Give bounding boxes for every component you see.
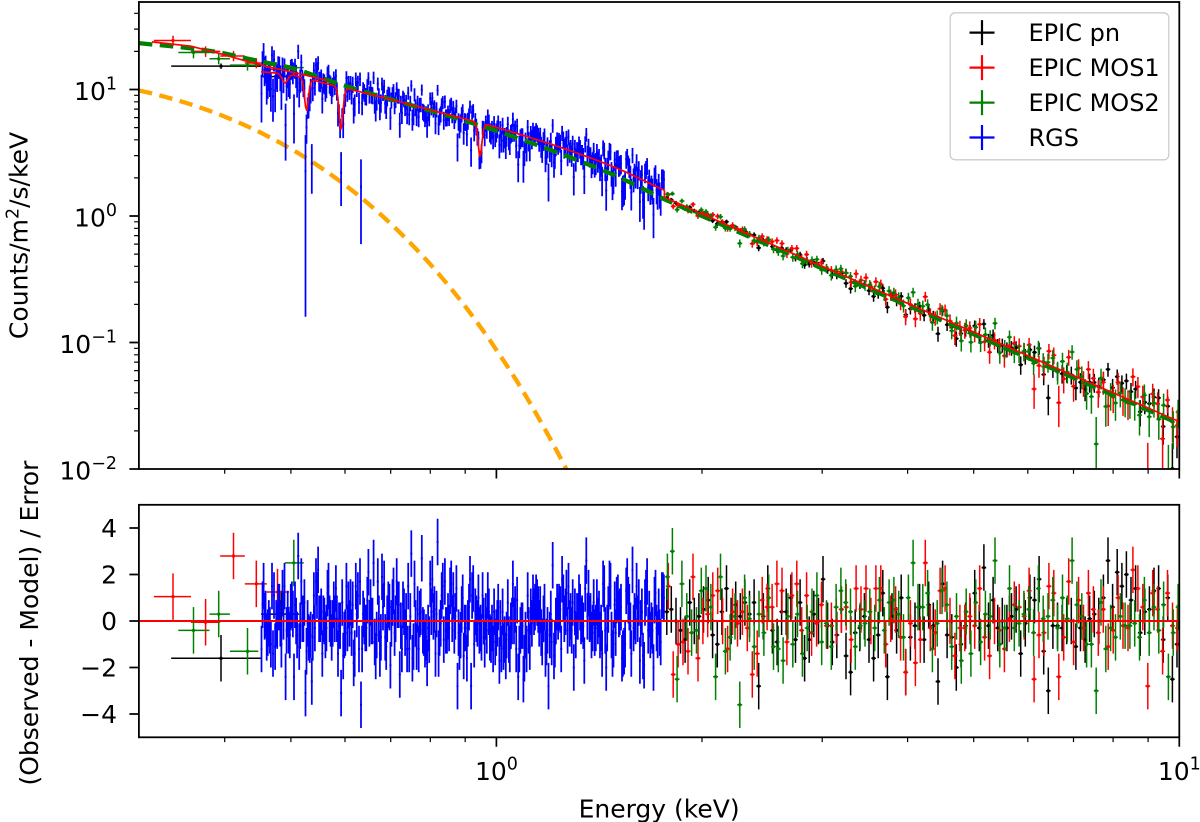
y-axis-label-residuals: (Observed - Model) / Error [15,460,44,786]
y-axis-label-spectrum: Counts/m2/s/keV [4,132,34,339]
ytick-label-top: 101 [74,75,117,107]
legend-entry-3: RGS [969,124,1080,152]
legend: EPIC pn EPIC MOS1 EPIC MOS2 RGS [949,12,1170,161]
ytick-label-bottom: 0 [101,607,117,636]
legend-label-1: EPIC MOS1 [1029,54,1160,82]
spectrum-panel-data [138,35,1180,469]
legend-box [949,12,1170,161]
legend-marker-2 [969,90,995,116]
axis-ticks [129,12,1181,747]
tick-marks [224,469,1149,743]
model-total-line [138,40,1180,426]
series-resid-0 [171,537,1180,714]
tick-marks [495,469,1181,747]
xtick-label: 101 [1158,755,1200,787]
legend-label-2: EPIC MOS2 [1029,89,1160,117]
ytick-label-top: 100 [74,201,117,233]
folded-model-line [260,70,665,191]
ytick-label-top: 10−2 [59,454,117,486]
markers [260,541,665,706]
ytick-label-top: 10−1 [59,328,117,360]
series-resid-2 [178,528,1180,728]
legend-entry-1: EPIC MOS1 [969,54,1160,82]
model-soft-component-line [138,88,569,469]
series-resid-3 [260,518,665,728]
legend-entry-2: EPIC MOS2 [969,89,1160,117]
legend-entry-0: EPIC pn [969,19,1121,47]
x-axis-label: Energy (keV) [579,795,740,822]
legend-marker-1 [969,55,995,81]
xtick-label: 100 [475,755,518,787]
folded-model-line [663,190,1180,423]
axis-labels: 101 100 10−1 10−2 4 2 0 −2 −4 100 101 Energy (keV) C… [4,75,1200,822]
legend-marker-3 [969,125,995,150]
folded-model-line [151,41,328,82]
ytick-label-bottom: −2 [80,654,117,683]
tick-marks [129,88,139,715]
ytick-label-bottom: −4 [80,700,117,729]
markers [192,549,1180,707]
ytick-label-bottom: 2 [101,561,117,590]
legend-marker-0 [969,20,995,46]
legend-label-0: EPIC pn [1029,19,1121,47]
tick-marks [134,12,139,432]
legend-label-3: RGS [1029,124,1080,152]
ytick-label-bottom: 4 [101,514,117,543]
residual-panel-data [138,518,1180,728]
